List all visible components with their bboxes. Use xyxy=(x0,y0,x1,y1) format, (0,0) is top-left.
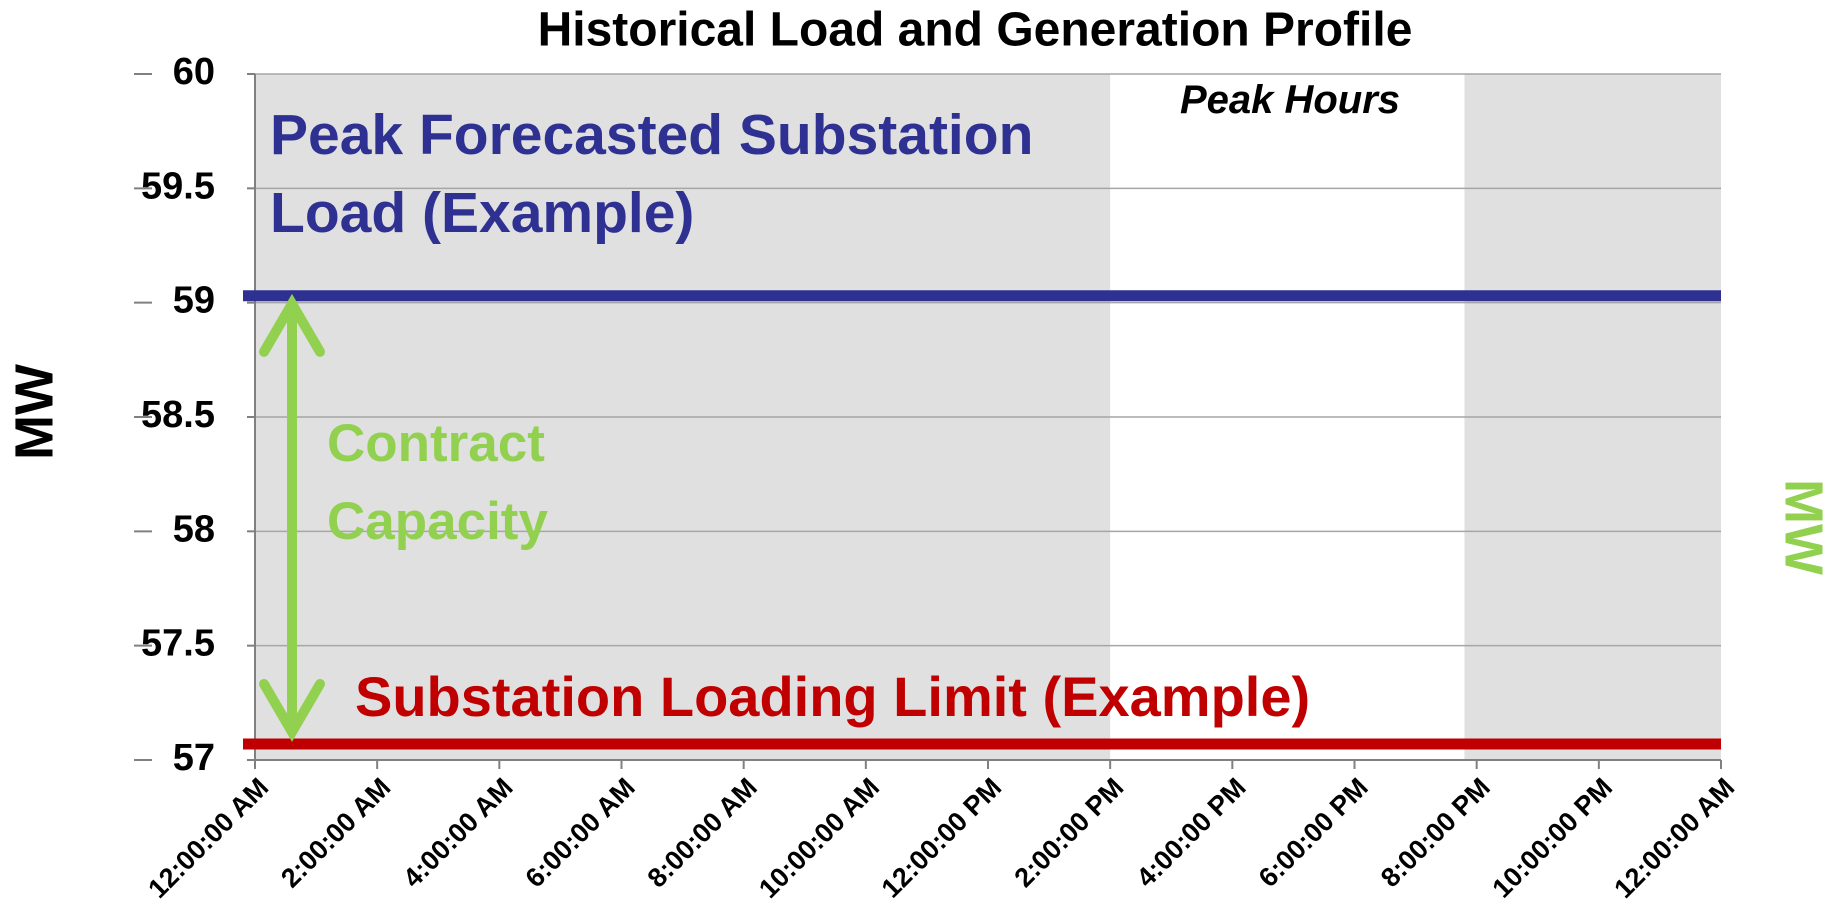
y-tick-label: 59.5 xyxy=(141,165,215,207)
y-axis-label: MW xyxy=(4,364,64,460)
y-tick-label: 58.5 xyxy=(141,394,215,436)
y2-axis-label: MW xyxy=(1774,479,1832,575)
x-tick-label: 8:00:00 AM xyxy=(642,772,763,893)
y-tick-label: 60 xyxy=(173,51,215,93)
range-label: Contract Capacity xyxy=(327,414,548,551)
series-label: Peak Forecasted Substation Load (Example… xyxy=(270,103,1034,245)
x-tick-label: 12:00:00 AM xyxy=(1608,772,1740,904)
x-tick-label: 4:00:00 PM xyxy=(1131,772,1252,893)
chart-title: Historical Load and Generation Profile xyxy=(538,4,1413,57)
x-tick-label: 12:00:00 AM xyxy=(142,772,274,904)
x-tick-label: 10:00:00 AM xyxy=(753,772,885,904)
range-arrow-head xyxy=(259,293,325,357)
x-tick-label: 4:00:00 AM xyxy=(397,772,518,893)
y-tick-label: 57.5 xyxy=(141,623,215,665)
x-tick-label: 2:00:00 AM xyxy=(275,772,396,893)
x-tick-label: 8:00:00 PM xyxy=(1375,772,1496,893)
x-tick-label: 6:00:00 PM xyxy=(1253,772,1374,893)
y-tick-label: 58 xyxy=(173,508,215,550)
y-tick-label: 57 xyxy=(173,737,215,779)
y-tick-label: 59 xyxy=(173,280,215,322)
x-tick-label: 2:00:00 PM xyxy=(1008,772,1129,893)
x-tick-label: 10:00:00 PM xyxy=(1487,772,1619,904)
peak-label: Peak Hours xyxy=(1179,78,1401,122)
plot xyxy=(255,73,1721,761)
series-label: Substation Loading Limit (Example) xyxy=(355,665,1311,728)
range-arrow-head xyxy=(259,678,325,742)
x-tick-label: 12:00:00 PM xyxy=(876,772,1008,904)
x-tick-label: 6:00:00 AM xyxy=(519,772,640,893)
